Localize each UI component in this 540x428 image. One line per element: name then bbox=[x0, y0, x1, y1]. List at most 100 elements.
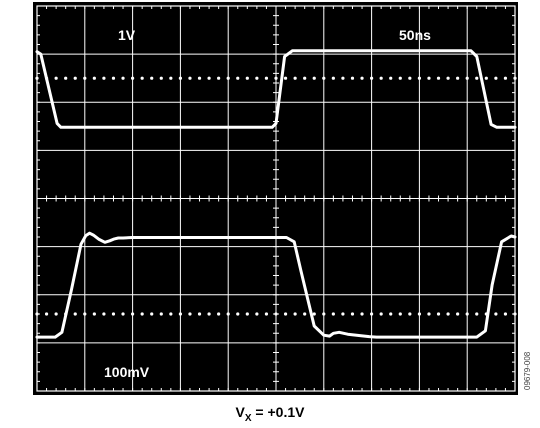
reference-dot-10 bbox=[178, 312, 182, 316]
reference-dot-90 bbox=[159, 76, 163, 80]
reference-dot-10 bbox=[503, 312, 508, 316]
reference-dot-90 bbox=[398, 76, 402, 80]
reference-dot-10 bbox=[360, 312, 364, 316]
reference-dot-10 bbox=[236, 312, 240, 316]
reference-dot-10 bbox=[226, 312, 230, 316]
reference-dot-10 bbox=[140, 312, 144, 316]
reference-dot-90 bbox=[484, 76, 488, 80]
reference-dot-90 bbox=[64, 76, 68, 80]
reference-dot-90 bbox=[236, 76, 240, 80]
reference-dot-10 bbox=[44, 312, 49, 316]
reference-dot-10 bbox=[150, 312, 154, 316]
reference-dot-10 bbox=[102, 312, 106, 316]
reference-dot-90 bbox=[150, 76, 154, 80]
reference-dot-90 bbox=[92, 76, 96, 80]
reference-dot-90 bbox=[389, 76, 393, 80]
reference-dot-10 bbox=[245, 312, 249, 316]
reference-dot-10 bbox=[312, 312, 316, 316]
reference-dot-90 bbox=[370, 76, 374, 80]
reference-dot-10 bbox=[494, 312, 498, 316]
reference-dot-90 bbox=[341, 76, 345, 80]
reference-dot-90 bbox=[226, 76, 230, 80]
reference-dot-90 bbox=[303, 76, 307, 80]
reference-dot-90 bbox=[207, 76, 211, 80]
reference-dot-10 bbox=[341, 312, 345, 316]
reference-dot-10 bbox=[331, 312, 335, 316]
reference-dot-90 bbox=[178, 76, 182, 80]
reference-dot-10 bbox=[465, 312, 469, 316]
reference-dot-90 bbox=[465, 76, 469, 80]
reference-dot-90 bbox=[456, 76, 460, 80]
reference-dot-90 bbox=[255, 76, 259, 80]
graticule bbox=[35, 5, 517, 392]
reference-dot-90 bbox=[379, 76, 383, 80]
reference-dot-90 bbox=[293, 76, 297, 80]
reference-dot-90 bbox=[417, 76, 421, 80]
reference-dot-10 bbox=[389, 312, 393, 316]
reference-dot-90 bbox=[408, 76, 412, 80]
reference-dot-10 bbox=[111, 312, 116, 316]
reference-dot-10 bbox=[169, 312, 173, 316]
reference-dot-10 bbox=[322, 312, 326, 316]
reference-dot-90 bbox=[264, 76, 269, 80]
reference-dot-10 bbox=[73, 312, 77, 316]
reference-dot-90 bbox=[197, 76, 202, 80]
ch1-scale-label: 1V bbox=[118, 27, 136, 43]
reference-dot-90 bbox=[140, 76, 144, 80]
reference-dot-90 bbox=[54, 76, 58, 80]
reference-dot-90 bbox=[513, 76, 517, 80]
reference-dot-10 bbox=[379, 312, 383, 316]
traces bbox=[35, 49, 517, 339]
reference-dot-10 bbox=[159, 312, 163, 316]
reference-dot-90 bbox=[494, 76, 498, 80]
reference-dot-90 bbox=[83, 76, 87, 80]
reference-dot-10 bbox=[35, 312, 39, 316]
reference-dot-10 bbox=[121, 312, 125, 316]
reference-dot-10 bbox=[217, 312, 221, 316]
reference-dot-90 bbox=[350, 76, 355, 80]
reference-dot-10 bbox=[207, 312, 211, 316]
reference-dot-90 bbox=[274, 76, 278, 80]
reference-dot-10 bbox=[274, 312, 278, 316]
reference-dot-90 bbox=[436, 76, 441, 80]
trace-output-100mv bbox=[35, 231, 517, 339]
reference-dot-90 bbox=[217, 76, 221, 80]
reference-dot-10 bbox=[83, 312, 87, 316]
ch2-scale-label: 100mV bbox=[104, 364, 150, 380]
reference-dot-90 bbox=[245, 76, 249, 80]
reference-dot-90 bbox=[503, 76, 508, 80]
reference-dot-90 bbox=[427, 76, 431, 80]
ref-label-0pct: 0% bbox=[12, 341, 28, 353]
reference-dot-90 bbox=[322, 76, 326, 80]
trace-input-1v bbox=[35, 49, 517, 129]
reference-dot-90 bbox=[131, 76, 135, 80]
reference-dot-10 bbox=[283, 312, 288, 316]
reference-dot-90 bbox=[169, 76, 173, 80]
ref-marker-100-90 bbox=[21, 92, 27, 99]
reference-dot-90 bbox=[475, 76, 479, 80]
figure-id: 09679-008 bbox=[523, 351, 532, 390]
reference-dot-10 bbox=[456, 312, 460, 316]
reference-dot-90 bbox=[111, 76, 116, 80]
reference-dot-10 bbox=[513, 312, 517, 316]
reference-dot-90 bbox=[360, 76, 364, 80]
reference-dot-90 bbox=[73, 76, 77, 80]
ref-label-100: 100 bbox=[12, 78, 30, 90]
reference-dot-90 bbox=[283, 76, 288, 80]
reference-dot-10 bbox=[54, 312, 58, 316]
time-scale-label: 50ns bbox=[399, 27, 431, 43]
reference-dot-10 bbox=[303, 312, 307, 316]
ref-marker-10-0 bbox=[21, 332, 27, 339]
ref-label-10: 10 bbox=[18, 318, 30, 330]
reference-dot-10 bbox=[188, 312, 192, 316]
reference-dot-90 bbox=[188, 76, 192, 80]
figure-caption: VX = +0.1V bbox=[235, 404, 305, 424]
reference-dot-10 bbox=[417, 312, 421, 316]
reference-dot-10 bbox=[350, 312, 355, 316]
reference-dot-10 bbox=[408, 312, 412, 316]
reference-dot-10 bbox=[446, 312, 450, 316]
reference-dot-10 bbox=[92, 312, 96, 316]
reference-dot-10 bbox=[370, 312, 374, 316]
reference-dot-10 bbox=[427, 312, 431, 316]
